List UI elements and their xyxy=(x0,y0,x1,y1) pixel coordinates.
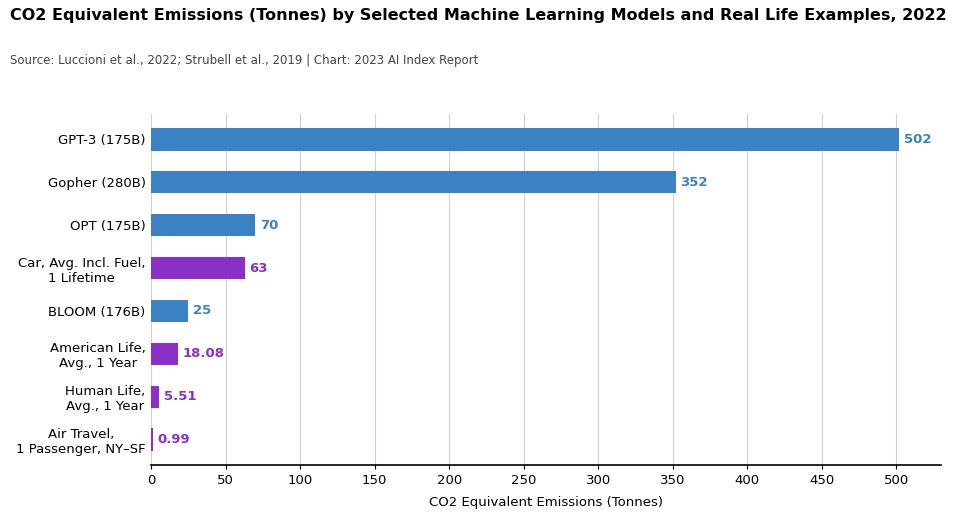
Bar xyxy=(151,171,676,193)
Text: 18.08: 18.08 xyxy=(182,347,224,360)
Bar xyxy=(151,214,255,236)
Text: 63: 63 xyxy=(250,262,268,275)
Text: 502: 502 xyxy=(904,133,931,146)
Bar xyxy=(151,429,153,451)
Text: Source: Luccioni et al., 2022; Strubell et al., 2019 | Chart: 2023 AI Index Repo: Source: Luccioni et al., 2022; Strubell … xyxy=(10,54,478,67)
Bar xyxy=(151,386,159,408)
Text: CO2 Equivalent Emissions (Tonnes) by Selected Machine Learning Models and Real L: CO2 Equivalent Emissions (Tonnes) by Sel… xyxy=(10,8,947,23)
Text: 5.51: 5.51 xyxy=(164,390,196,403)
X-axis label: CO2 Equivalent Emissions (Tonnes): CO2 Equivalent Emissions (Tonnes) xyxy=(429,496,663,509)
Bar xyxy=(151,343,178,365)
Text: 70: 70 xyxy=(260,219,278,232)
Bar xyxy=(151,300,188,322)
Text: 0.99: 0.99 xyxy=(157,433,190,446)
Text: 25: 25 xyxy=(193,305,212,317)
Bar xyxy=(151,128,899,150)
Bar xyxy=(151,257,245,279)
Text: 352: 352 xyxy=(681,176,708,189)
